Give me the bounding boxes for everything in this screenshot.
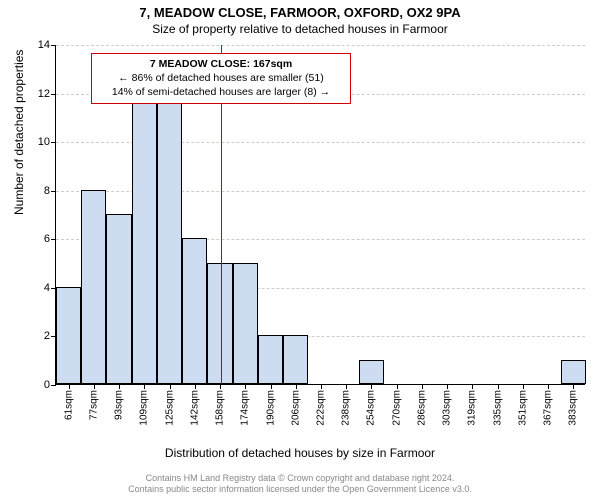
x-tick-label: 93sqm (114, 390, 125, 420)
histogram-bar (561, 360, 586, 384)
x-tick-label: 254sqm (366, 390, 377, 426)
x-tick-mark (94, 384, 95, 389)
annotation-line: 14% of semi-detached houses are larger (… (98, 85, 344, 99)
chart-footer: Contains HM Land Registry data © Crown c… (0, 473, 600, 496)
y-tick-mark (51, 94, 56, 95)
x-tick-mark (195, 384, 196, 389)
y-tick-mark (51, 385, 56, 386)
y-tick-mark (51, 239, 56, 240)
x-tick-label: 270sqm (391, 390, 402, 426)
annotation-line: ← 86% of detached houses are smaller (51… (98, 71, 344, 85)
x-tick-label: 383sqm (568, 390, 579, 426)
footer-line-2: Contains public sector information licen… (0, 484, 600, 496)
y-tick-label: 12 (38, 88, 50, 100)
x-tick-mark (245, 384, 246, 389)
plot-area: 0246810121461sqm77sqm93sqm109sqm125sqm14… (55, 45, 585, 385)
histogram-bar (157, 93, 182, 384)
x-tick-label: 238sqm (341, 390, 352, 426)
x-tick-mark (371, 384, 372, 389)
histogram-bar (258, 335, 283, 384)
histogram-bar (233, 263, 258, 384)
x-tick-label: 109sqm (139, 390, 150, 426)
x-tick-mark (296, 384, 297, 389)
chart-subtitle: Size of property relative to detached ho… (0, 22, 600, 36)
x-tick-mark (548, 384, 549, 389)
histogram-bar (283, 335, 308, 384)
x-tick-label: 190sqm (265, 390, 276, 426)
footer-line-1: Contains HM Land Registry data © Crown c… (0, 473, 600, 485)
grid-line (56, 45, 585, 46)
x-tick-mark (271, 384, 272, 389)
y-tick-label: 4 (44, 282, 50, 294)
x-tick-label: 77sqm (88, 390, 99, 420)
x-tick-label: 286sqm (416, 390, 427, 426)
y-tick-mark (51, 191, 56, 192)
histogram-bar (81, 190, 106, 384)
chart-title: 7, MEADOW CLOSE, FARMOOR, OXFORD, OX2 9P… (0, 5, 600, 20)
x-tick-mark (523, 384, 524, 389)
x-tick-label: 335sqm (492, 390, 503, 426)
x-tick-mark (69, 384, 70, 389)
annotation-box: 7 MEADOW CLOSE: 167sqm← 86% of detached … (91, 53, 351, 104)
histogram-bar (56, 287, 81, 384)
x-tick-mark (346, 384, 347, 389)
x-tick-label: 61sqm (63, 390, 74, 420)
y-tick-mark (51, 142, 56, 143)
y-axis-label: Number of detached properties (12, 50, 26, 215)
x-tick-mark (422, 384, 423, 389)
x-tick-label: 351sqm (517, 390, 528, 426)
x-tick-mark (220, 384, 221, 389)
annotation-line: 7 MEADOW CLOSE: 167sqm (98, 57, 344, 71)
y-tick-label: 10 (38, 136, 50, 148)
x-tick-mark (573, 384, 574, 389)
x-tick-mark (472, 384, 473, 389)
x-tick-mark (144, 384, 145, 389)
x-tick-mark (321, 384, 322, 389)
x-tick-label: 206sqm (290, 390, 301, 426)
x-tick-label: 222sqm (316, 390, 327, 426)
y-tick-label: 2 (44, 330, 50, 342)
y-tick-mark (51, 45, 56, 46)
x-tick-mark (447, 384, 448, 389)
histogram-bar (207, 263, 232, 384)
x-tick-mark (397, 384, 398, 389)
y-tick-label: 0 (44, 379, 50, 391)
x-tick-label: 319sqm (467, 390, 478, 426)
x-tick-mark (170, 384, 171, 389)
histogram-bar (132, 93, 157, 384)
chart-container: 7, MEADOW CLOSE, FARMOOR, OXFORD, OX2 9P… (0, 0, 600, 500)
x-tick-label: 303sqm (442, 390, 453, 426)
x-tick-label: 367sqm (543, 390, 554, 426)
x-axis-label: Distribution of detached houses by size … (0, 446, 600, 460)
x-tick-label: 158sqm (215, 390, 226, 426)
histogram-bar (182, 238, 207, 384)
y-tick-label: 14 (38, 39, 50, 51)
x-tick-label: 174sqm (240, 390, 251, 426)
histogram-bar (359, 360, 384, 384)
x-tick-label: 142sqm (189, 390, 200, 426)
histogram-bar (106, 214, 131, 384)
y-tick-label: 6 (44, 233, 50, 245)
x-tick-mark (498, 384, 499, 389)
x-tick-label: 125sqm (164, 390, 175, 426)
x-tick-mark (119, 384, 120, 389)
y-tick-label: 8 (44, 185, 50, 197)
